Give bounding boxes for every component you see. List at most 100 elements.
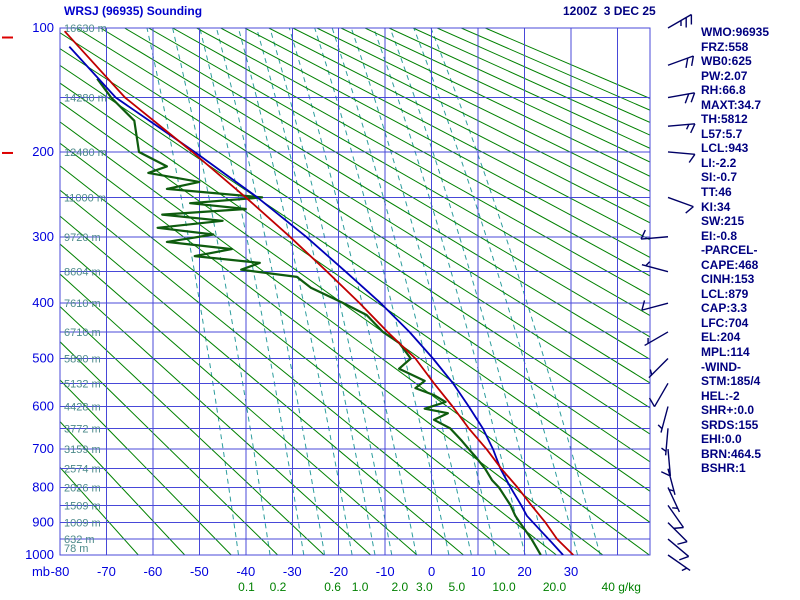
wind-barb xyxy=(661,428,669,456)
svg-text:20: 20 xyxy=(517,564,531,579)
wind-barb xyxy=(640,229,669,240)
stat-line: MAXT:34.7 xyxy=(701,97,762,112)
stat-line: LFC:704 xyxy=(701,315,749,330)
stat-line: RH:66.8 xyxy=(701,83,746,98)
wind-barb xyxy=(667,123,696,134)
svg-text:632 m: 632 m xyxy=(64,534,95,546)
wind-barb xyxy=(667,196,694,214)
svg-text:2026 m: 2026 m xyxy=(64,482,101,494)
wind-barb xyxy=(667,151,696,163)
svg-text:-60: -60 xyxy=(144,564,163,579)
wind-barb xyxy=(641,300,669,311)
wind-barb xyxy=(667,554,691,572)
svg-text:12480 m: 12480 m xyxy=(64,147,107,159)
wind-barb xyxy=(667,522,688,545)
svg-text:-30: -30 xyxy=(283,564,302,579)
stat-line: LCL:879 xyxy=(701,286,749,301)
wind-barb xyxy=(667,538,690,561)
wind-barb xyxy=(667,487,681,513)
svg-text:100: 100 xyxy=(32,20,54,35)
svg-text:-80: -80 xyxy=(51,564,70,579)
svg-text:-50: -50 xyxy=(190,564,209,579)
stat-line: SI:-0.7 xyxy=(701,170,738,185)
svg-text:1.0: 1.0 xyxy=(352,580,369,594)
svg-text:0: 0 xyxy=(428,564,435,579)
svg-text:5890 m: 5890 m xyxy=(64,354,101,366)
stat-line: EL:204 xyxy=(701,330,741,345)
stat-line: BRN:464.5 xyxy=(701,446,762,461)
stat-line: LI:-2.2 xyxy=(701,155,737,170)
svg-text:400: 400 xyxy=(32,295,54,310)
svg-text:2574 m: 2574 m xyxy=(64,464,101,476)
wind-barb xyxy=(648,382,669,408)
svg-text:300: 300 xyxy=(32,229,54,244)
svg-text:-20: -20 xyxy=(329,564,348,579)
svg-text:3.0: 3.0 xyxy=(416,580,433,594)
wind-barb xyxy=(644,331,669,347)
stat-line: WMO:96935 xyxy=(701,25,770,39)
temperature-trace xyxy=(63,30,574,555)
svg-text:3772 m: 3772 m xyxy=(64,423,101,435)
stat-line: MPL:114 xyxy=(701,345,750,360)
stat-line: CINH:153 xyxy=(701,272,755,287)
svg-text:78 m: 78 m xyxy=(64,543,88,555)
svg-text:20.0: 20.0 xyxy=(543,580,567,594)
stat-line: SW:215 xyxy=(701,214,745,229)
svg-text:10: 10 xyxy=(471,564,485,579)
stat-line: EI:-0.8 xyxy=(701,228,738,243)
svg-text:5132 m: 5132 m xyxy=(64,378,101,390)
wind-barb xyxy=(667,92,696,104)
svg-text:11000 m: 11000 m xyxy=(64,192,106,204)
chart-title: WRSJ (96935) Sounding xyxy=(64,4,203,18)
svg-text:0.6: 0.6 xyxy=(324,580,341,594)
stat-line: -PARCEL- xyxy=(701,243,758,258)
parcel-trace xyxy=(68,45,564,555)
svg-text:10.0: 10.0 xyxy=(492,580,516,594)
stat-line: L57:5.7 xyxy=(701,126,743,141)
svg-text:8604 m: 8604 m xyxy=(64,267,101,279)
svg-text:900: 900 xyxy=(32,515,54,530)
svg-text:mb: mb xyxy=(32,564,50,579)
stat-line: LCL:943 xyxy=(701,141,749,156)
svg-text:9720 m: 9720 m xyxy=(64,232,101,244)
svg-text:0.2: 0.2 xyxy=(270,580,287,594)
svg-text:200: 200 xyxy=(32,144,54,159)
wind-barb xyxy=(667,55,695,69)
dewpoint-trace xyxy=(96,78,542,555)
wind-barb xyxy=(667,504,685,530)
stat-line: FRZ:558 xyxy=(701,39,749,54)
svg-text:40: 40 xyxy=(602,580,616,594)
svg-text:800: 800 xyxy=(32,479,54,494)
mixing-ratio-labels: 0.1 0.2 0.6 1.0 2.0 3.0 5.0 10.0 20.0 40 g/kg xyxy=(238,580,641,594)
stat-line: EHI:0.0 xyxy=(701,432,742,447)
svg-text:3159 m: 3159 m xyxy=(64,444,101,456)
stat-line: WB0:625 xyxy=(701,54,752,69)
stat-line: KI:34 xyxy=(701,199,731,214)
svg-text:500: 500 xyxy=(32,351,54,366)
svg-text:7610 m: 7610 m xyxy=(64,298,101,310)
svg-text:0.1: 0.1 xyxy=(238,580,255,594)
wind-barb xyxy=(657,406,669,433)
stat-line: BSHR:1 xyxy=(701,461,746,476)
svg-text:-10: -10 xyxy=(376,564,395,579)
stat-line: -WIND- xyxy=(701,359,741,374)
chart-datetime: 1200Z 3 DEC 25 xyxy=(563,4,656,18)
height-labels: 16630 m 14280 m 12480 m 11000 m 9720 m 8604 m… xyxy=(64,23,107,555)
svg-text:700: 700 xyxy=(32,441,54,456)
wind-barbs xyxy=(640,13,696,572)
svg-text:g/kg: g/kg xyxy=(618,580,641,594)
wind-barb xyxy=(667,13,693,29)
stat-line: TH:5812 xyxy=(701,112,748,127)
svg-text:-40: -40 xyxy=(236,564,255,579)
svg-text:30: 30 xyxy=(564,564,578,579)
grid xyxy=(59,27,651,556)
stat-line: CAP:3.3 xyxy=(701,301,748,316)
stat-line: STM:185/4 xyxy=(701,374,761,389)
svg-text:600: 600 xyxy=(32,399,54,414)
stat-line: CAPE:468 xyxy=(701,257,759,272)
pressure-labels: 100 200 300 400 500 600 700 800 900 1000 mb xyxy=(25,20,54,579)
left-edge-markers xyxy=(2,36,13,154)
stats-panel: WMO:96935 FRZ:558 WB0:625 PW:2.07 RH:66.8 MAX… xyxy=(701,25,769,476)
